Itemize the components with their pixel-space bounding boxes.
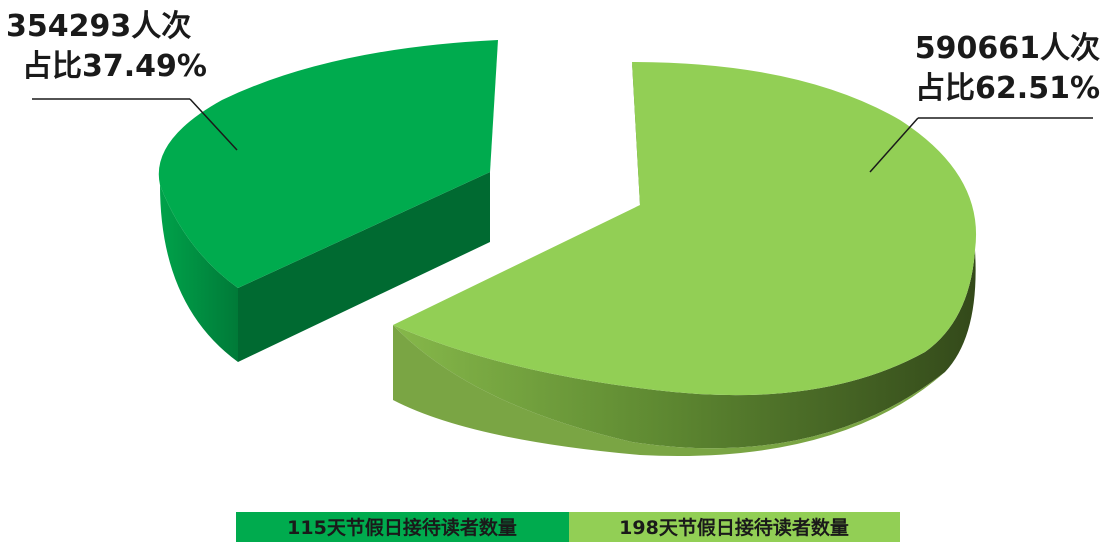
pie-slice-198 bbox=[393, 62, 977, 456]
pie-slice-115 bbox=[158, 40, 498, 362]
legend-item-115: 115天节假日接待读者数量 bbox=[236, 512, 569, 542]
legend-item-198: 198天节假日接待读者数量 bbox=[569, 512, 900, 542]
leader-line-198 bbox=[869, 117, 1093, 173]
legend-label-198: 198天节假日接待读者数量 bbox=[619, 516, 849, 539]
leader-line-115 bbox=[32, 98, 238, 151]
pie-slice-198-side-front bbox=[393, 325, 945, 456]
data-label-198-percent: 占比62.51% bbox=[915, 71, 1100, 106]
legend-swatch-198 bbox=[569, 512, 900, 542]
data-label-115-value: 354293人次 bbox=[6, 9, 191, 44]
pie-slice-115-side-cut bbox=[238, 172, 490, 362]
legend-swatch-115 bbox=[236, 512, 569, 542]
data-label-198-value: 590661人次 bbox=[915, 31, 1100, 66]
data-label-115-percent: 占比37.49% bbox=[22, 49, 207, 84]
legend: 115天节假日接待读者数量 198天节假日接待读者数量 bbox=[236, 512, 900, 542]
pie-slice-115-side-outer bbox=[160, 185, 238, 362]
pie-slice-198-side-outer bbox=[393, 250, 976, 449]
legend-label-115: 115天节假日接待读者数量 bbox=[287, 516, 517, 539]
pie-slice-115-top bbox=[158, 40, 498, 288]
pie-slice-198-top bbox=[393, 62, 977, 396]
